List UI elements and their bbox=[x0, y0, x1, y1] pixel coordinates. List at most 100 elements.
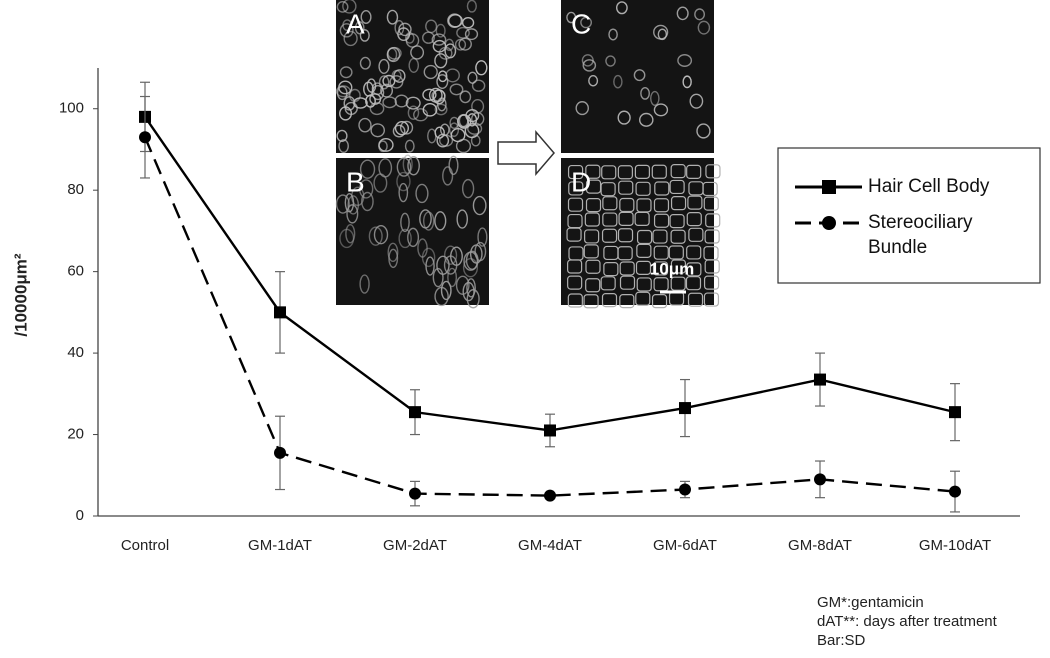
cell bbox=[359, 274, 370, 294]
cell bbox=[359, 56, 371, 70]
cell bbox=[373, 173, 388, 193]
cell bbox=[471, 99, 485, 114]
cell bbox=[619, 197, 635, 213]
cell bbox=[670, 164, 686, 179]
cell bbox=[633, 69, 646, 82]
cell bbox=[456, 26, 470, 39]
cell bbox=[566, 11, 577, 24]
cell bbox=[651, 294, 668, 309]
cell bbox=[443, 245, 458, 265]
cell bbox=[447, 267, 458, 288]
marker bbox=[544, 424, 556, 437]
cell bbox=[568, 181, 584, 196]
cell bbox=[394, 94, 409, 108]
x-tick-label: GM-8dAT bbox=[788, 537, 852, 554]
cell bbox=[369, 102, 385, 116]
cell bbox=[378, 58, 390, 74]
marker bbox=[679, 402, 691, 415]
inset-label: C bbox=[571, 8, 591, 39]
cell bbox=[442, 166, 454, 186]
cell bbox=[456, 209, 469, 229]
cell bbox=[471, 79, 486, 92]
cell bbox=[608, 28, 618, 41]
cell bbox=[650, 90, 660, 107]
cell bbox=[389, 75, 404, 89]
cell bbox=[448, 155, 459, 176]
cell bbox=[467, 71, 478, 84]
cell bbox=[583, 294, 599, 309]
cell bbox=[434, 126, 445, 139]
cell bbox=[600, 182, 616, 197]
cell bbox=[404, 139, 415, 153]
cell bbox=[455, 275, 470, 296]
scale-bar-label: 10μm bbox=[650, 259, 694, 278]
cell bbox=[583, 244, 599, 259]
cell bbox=[636, 229, 653, 245]
marker bbox=[139, 131, 151, 144]
cell bbox=[436, 133, 450, 148]
cell bbox=[444, 43, 457, 59]
x-tick-label: GM-10dAT bbox=[919, 537, 991, 554]
cell bbox=[619, 275, 636, 290]
cell bbox=[670, 196, 687, 211]
cell bbox=[449, 116, 460, 130]
cell bbox=[410, 45, 425, 60]
marker bbox=[409, 487, 421, 500]
legend-label-box: Stereociliary Bundle bbox=[868, 212, 973, 258]
cell bbox=[399, 120, 414, 135]
cell bbox=[378, 75, 390, 90]
legend-marker bbox=[822, 216, 836, 230]
cell bbox=[585, 198, 602, 213]
cell bbox=[405, 96, 421, 110]
cell bbox=[567, 259, 583, 274]
cell bbox=[617, 110, 631, 125]
cell bbox=[605, 55, 616, 67]
cell bbox=[415, 183, 429, 204]
cell bbox=[472, 195, 487, 216]
cell bbox=[423, 64, 438, 80]
marker bbox=[949, 406, 961, 419]
cell bbox=[408, 57, 420, 73]
cell bbox=[686, 262, 702, 277]
cell bbox=[687, 195, 703, 210]
x-tick-label: GM-4dAT bbox=[518, 537, 582, 554]
cell bbox=[669, 179, 685, 195]
cell bbox=[704, 259, 720, 274]
inset-label: D bbox=[571, 166, 591, 197]
legend-label: Hair Cell Body bbox=[868, 176, 990, 197]
cell bbox=[477, 227, 488, 247]
cell bbox=[669, 214, 685, 229]
marker bbox=[949, 485, 961, 498]
cell bbox=[653, 245, 669, 260]
cell bbox=[566, 227, 582, 242]
cell bbox=[685, 276, 702, 291]
cell bbox=[398, 182, 409, 203]
note: GM*:gentamicin bbox=[817, 594, 924, 611]
arrow bbox=[497, 129, 555, 177]
cell bbox=[342, 0, 357, 14]
cell bbox=[394, 120, 409, 136]
cell bbox=[432, 39, 447, 53]
cell bbox=[360, 10, 372, 25]
cell bbox=[613, 74, 623, 89]
legend-label: Stereociliary Bundle bbox=[868, 212, 973, 258]
cell bbox=[386, 9, 399, 25]
marker bbox=[274, 446, 286, 459]
cell bbox=[346, 204, 359, 224]
cell bbox=[348, 88, 361, 103]
marker bbox=[679, 483, 691, 496]
cell bbox=[343, 30, 358, 47]
cell bbox=[449, 122, 460, 138]
cell bbox=[422, 31, 435, 44]
marker bbox=[814, 373, 826, 386]
cell bbox=[338, 139, 349, 154]
cell bbox=[705, 164, 721, 179]
legend-box bbox=[777, 147, 1041, 284]
note: Bar:SD bbox=[817, 632, 866, 649]
cell bbox=[336, 0, 349, 13]
cell bbox=[462, 258, 479, 278]
cell bbox=[588, 74, 599, 87]
cell bbox=[370, 123, 386, 138]
cell bbox=[387, 242, 399, 263]
cell bbox=[653, 198, 670, 213]
